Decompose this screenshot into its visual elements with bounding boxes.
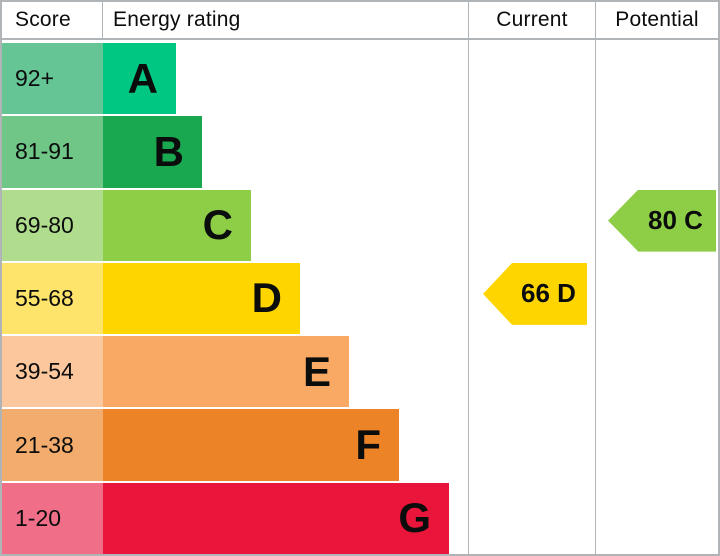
band-letter-g: G bbox=[398, 494, 431, 542]
potential-column-divider bbox=[595, 40, 596, 554]
score-range-a: 92+ bbox=[2, 43, 103, 115]
band-bar-a: A bbox=[103, 43, 176, 115]
band-row-c: 69-80 C bbox=[2, 189, 718, 261]
band-letter-c: C bbox=[202, 201, 233, 249]
score-range-g: 1-20 bbox=[2, 482, 103, 554]
band-bar-b: B bbox=[103, 116, 202, 188]
score-range-b: 81-91 bbox=[2, 116, 103, 188]
header-energy-rating: Energy rating bbox=[113, 8, 241, 31]
band-bar-c: C bbox=[103, 189, 251, 261]
band-row-b: 81-91 B bbox=[2, 116, 718, 188]
score-range-d: 55-68 bbox=[2, 262, 103, 335]
score-range-f: 21-38 bbox=[2, 409, 103, 481]
band-letter-e: E bbox=[302, 347, 331, 395]
band-letter-d: D bbox=[251, 274, 282, 322]
band-bar-f: F bbox=[103, 409, 399, 481]
band-bar-e: E bbox=[103, 336, 349, 408]
band-row-f: 21-38 F bbox=[2, 409, 718, 481]
band-row-g: 1-20 G bbox=[2, 482, 718, 554]
header-current: Current bbox=[468, 2, 595, 38]
chart-body: 92+ A 81-91 B 69-80 C 55-68 D 39-54 E 21… bbox=[2, 40, 718, 554]
band-letter-a: A bbox=[127, 54, 158, 102]
band-letter-f: F bbox=[355, 421, 381, 469]
header-potential: Potential bbox=[595, 2, 718, 38]
potential-rating-value: 80 C bbox=[648, 205, 703, 236]
band-row-d: 55-68 D bbox=[2, 262, 718, 335]
chart-header-row: Score Energy rating Current Potential bbox=[2, 2, 718, 40]
current-rating-value: 66 D bbox=[521, 278, 576, 309]
band-bar-g: G bbox=[103, 482, 449, 554]
band-row-a: 92+ A bbox=[2, 43, 718, 115]
header-score: Score bbox=[2, 2, 103, 38]
score-range-c: 69-80 bbox=[2, 189, 103, 261]
band-row-e: 39-54 E bbox=[2, 336, 718, 408]
current-column-divider bbox=[468, 40, 469, 554]
score-range-e: 39-54 bbox=[2, 336, 103, 408]
band-bar-d: D bbox=[103, 262, 300, 335]
band-letter-b: B bbox=[153, 127, 184, 175]
